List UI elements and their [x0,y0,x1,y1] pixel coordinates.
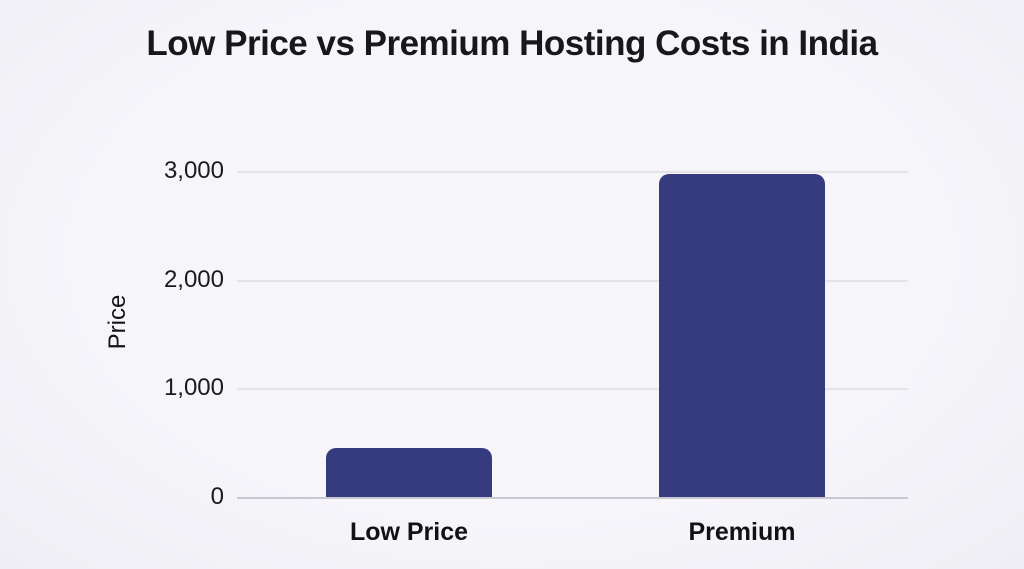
bar-low-price [326,448,492,497]
gridline-2000 [237,279,908,282]
bar-premium [659,174,825,497]
plot-area [237,140,908,499]
y-tick-label-3000: 3,000 [163,157,224,184]
y-tick-label-1000: 1,000 [163,374,224,402]
y-axis-label: Price [104,294,131,350]
x-label-low-price: Low Price [349,518,469,546]
gridline-1000 [237,388,908,391]
chart-title: Low Price vs Premium Hosting Costs in In… [146,24,878,63]
x-label-premium: Premium [688,518,796,546]
y-tick-label-0: 0 [210,483,224,510]
x-axis-line [237,497,908,499]
y-tick-label-2000: 2,000 [163,265,224,293]
gridline-3000 [237,171,908,173]
